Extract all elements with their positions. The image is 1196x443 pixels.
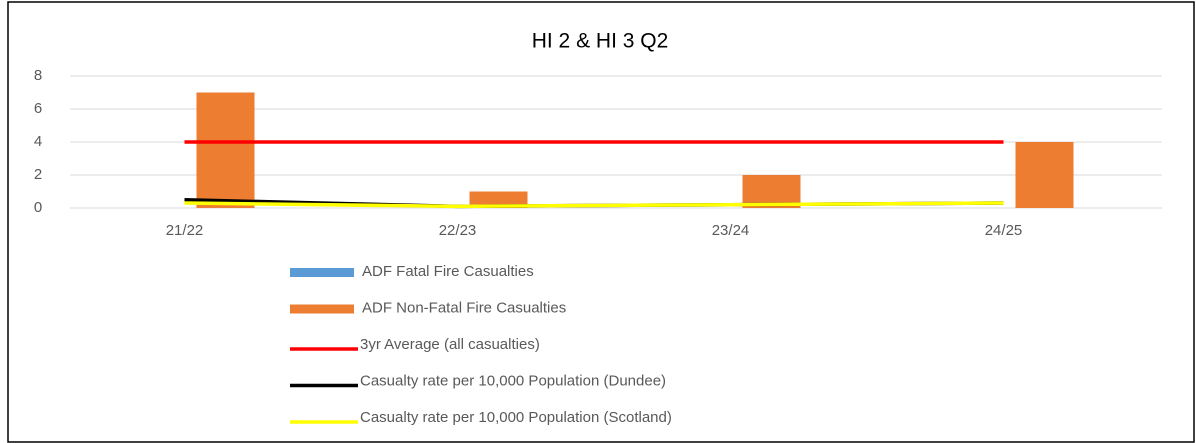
line bbox=[184, 201, 1004, 209]
x-tick-label: 21/22 bbox=[166, 222, 204, 239]
legend-swatch bbox=[290, 268, 354, 277]
legend-label: 3yr Average (all casualties) bbox=[360, 336, 540, 353]
legend-label: ADF Fatal Fire Casualties bbox=[362, 263, 534, 280]
legend-label: Casualty rate per 10,000 Population (Sco… bbox=[360, 409, 672, 426]
y-tick-label: 2 bbox=[34, 166, 42, 183]
bar bbox=[469, 191, 528, 208]
x-tick-label: 23/24 bbox=[712, 222, 750, 239]
y-tick-label: 4 bbox=[34, 133, 42, 150]
legend-swatch bbox=[290, 304, 354, 314]
y-tick-label: 6 bbox=[34, 100, 42, 117]
legend-label: Casualty rate per 10,000 Population (Dun… bbox=[360, 372, 666, 389]
y-tick-label: 0 bbox=[34, 199, 42, 216]
bar bbox=[742, 175, 801, 208]
bar bbox=[1015, 142, 1074, 208]
bar bbox=[196, 92, 255, 208]
x-tick-label: 22/23 bbox=[439, 222, 477, 239]
x-tick-label: 24/25 bbox=[985, 222, 1023, 239]
legend-label: ADF Non-Fatal Fire Casualties bbox=[362, 299, 566, 316]
chart-title: HI 2 & HI 3 Q2 bbox=[532, 30, 669, 53]
y-tick-label: 8 bbox=[34, 67, 42, 84]
chart-border bbox=[7, 1, 1195, 443]
